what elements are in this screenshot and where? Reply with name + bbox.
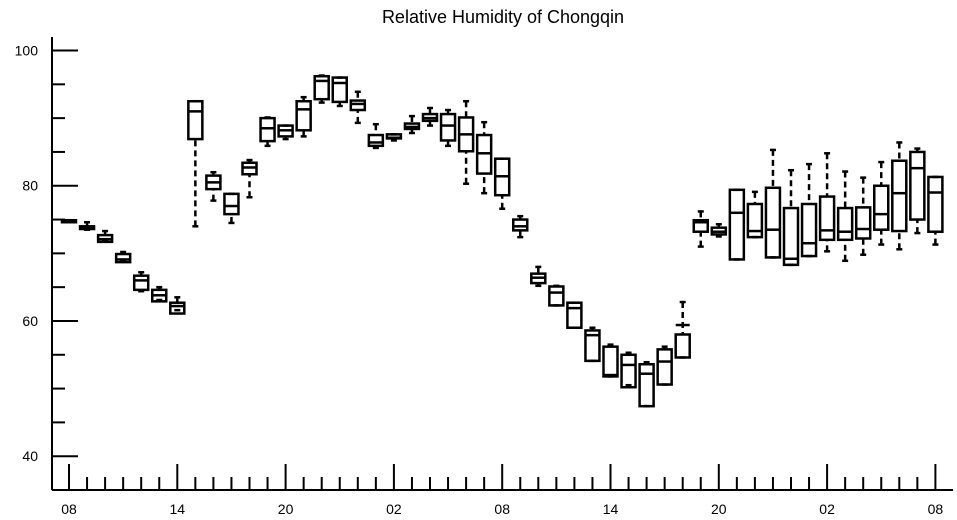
box-13 [295, 95, 312, 138]
box-8 [205, 170, 222, 202]
box-iqr [259, 116, 276, 143]
box-iqr [295, 99, 312, 132]
box-5 [151, 285, 168, 303]
box-34 [674, 300, 691, 359]
box-39 [764, 148, 782, 259]
x-tick-label: 14 [170, 501, 186, 517]
box-iqr [331, 76, 348, 104]
box-20 [421, 106, 439, 127]
box-26 [530, 265, 547, 288]
box-iqr [854, 206, 872, 240]
box-iqr [602, 345, 619, 378]
box-6 [169, 296, 186, 315]
box-31 [620, 351, 637, 389]
box-iqr [313, 74, 330, 101]
box-iqr [728, 188, 746, 261]
box-iqr [909, 150, 926, 221]
box-23 [475, 120, 493, 195]
box-iqr [169, 301, 186, 315]
box-iqr [132, 274, 150, 292]
box-47 [909, 147, 926, 235]
box-iqr [656, 348, 673, 386]
box-iqr [692, 218, 709, 233]
box-iqr [836, 206, 854, 242]
box-46 [891, 141, 908, 251]
box-iqr [818, 195, 836, 242]
box-iqr [512, 218, 529, 232]
box-40 [782, 168, 800, 267]
box-iqr [439, 112, 457, 142]
box-12 [277, 124, 294, 141]
box-24 [493, 157, 511, 210]
x-tick-label: 02 [386, 501, 402, 517]
y-tick-label: 100 [15, 43, 39, 59]
box-27 [548, 284, 565, 307]
y-tick-label: 60 [22, 313, 38, 329]
box-iqr [764, 186, 782, 259]
box-iqr [891, 159, 908, 233]
box-29 [584, 326, 601, 363]
box-iqr [674, 333, 691, 359]
box-iqr [548, 285, 565, 307]
box-38 [746, 190, 764, 239]
box-iqr [782, 206, 800, 267]
chart-axes: 40 60 80 100 08 14 20 02 08 14 20 02 08 [15, 37, 953, 517]
x-tick-label: 20 [278, 501, 294, 517]
box-19 [403, 114, 421, 135]
y-tick-label: 80 [22, 178, 38, 194]
box-9 [223, 192, 240, 225]
box-iqr [638, 362, 655, 408]
box-iqr [223, 192, 240, 216]
box-43 [836, 170, 854, 263]
box-48 [927, 175, 944, 246]
x-tick-label: 02 [819, 501, 835, 517]
box-4 [132, 271, 150, 293]
box-15 [331, 76, 348, 108]
y-tick-label: 40 [22, 448, 38, 464]
box-22 [457, 99, 475, 185]
chart-title: Relative Humidity of Chongqin [382, 7, 624, 27]
box-iqr [367, 133, 385, 148]
box-16 [349, 90, 367, 125]
box-iqr [349, 99, 367, 112]
box-iqr [800, 202, 818, 258]
x-tick-label: 08 [928, 501, 944, 517]
box-iqr [566, 301, 583, 329]
x-tick-label: 20 [711, 501, 727, 517]
box-28 [566, 301, 583, 329]
box-2 [96, 229, 114, 244]
chart-boxes [60, 74, 944, 408]
box-11 [259, 116, 276, 148]
x-tick-label: 08 [61, 501, 77, 517]
box-45 [873, 160, 890, 246]
box-18 [385, 133, 403, 142]
box-14 [313, 74, 330, 104]
box-17 [367, 122, 385, 150]
box-37 [728, 188, 746, 261]
box-32 [638, 360, 655, 408]
box-36 [710, 223, 728, 238]
box-iqr [927, 175, 944, 233]
box-iqr [620, 353, 637, 389]
x-tick-label: 08 [494, 501, 510, 517]
box-iqr [873, 184, 890, 231]
box-iqr [187, 99, 204, 141]
box-41 [800, 162, 818, 258]
box-42 [818, 152, 836, 253]
box-3 [114, 250, 132, 264]
box-25 [512, 214, 529, 239]
box-30 [602, 343, 619, 378]
box-21 [439, 108, 457, 148]
box-35 [692, 210, 709, 248]
box-7 [187, 99, 204, 228]
x-tick-label: 14 [603, 501, 619, 517]
box-0 [60, 218, 78, 224]
box-33 [656, 345, 673, 386]
box-1 [78, 221, 96, 231]
box-44 [854, 176, 872, 256]
box-10 [241, 158, 258, 199]
